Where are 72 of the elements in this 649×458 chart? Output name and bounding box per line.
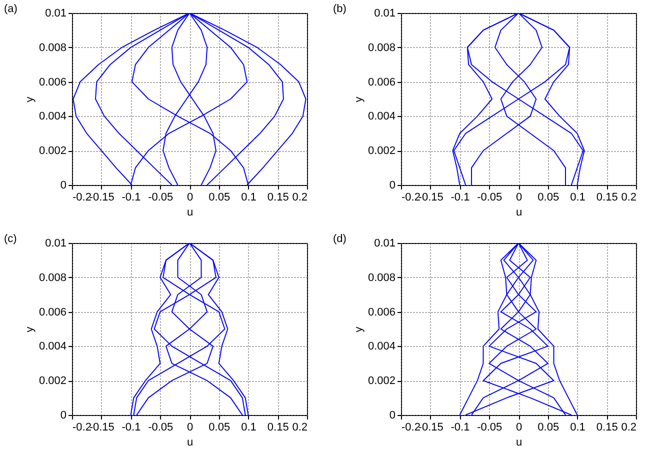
x-tick-label: -0.2: [72, 192, 92, 204]
chart-title: (d): [333, 233, 346, 245]
y-tick-label: 0.004: [368, 340, 396, 353]
x-axis-title: u: [186, 436, 194, 448]
y-tick-label: 0.006: [38, 306, 66, 318]
y-tick-label: 0.002: [38, 145, 66, 158]
x-tick-label: -0.15: [89, 422, 114, 434]
x-tick-label: 0: [186, 422, 194, 434]
x-tick-label: 0.05: [538, 192, 560, 204]
x-tick-label: -0.15: [418, 192, 444, 204]
x-tick-label: 0.15: [267, 192, 289, 204]
x-tick-label: 0: [516, 422, 522, 434]
x-tick-label: 0.1: [241, 192, 256, 204]
x-tick-label: 0.15: [596, 192, 618, 204]
x-tick-label: -0.2: [72, 422, 92, 434]
x-tick-label: -0.2: [402, 192, 420, 204]
y-tick-label: 0.008: [368, 272, 396, 284]
x-tick-label: 0: [186, 192, 194, 204]
chart-title: (c): [4, 233, 17, 245]
x-tick-label: -0.15: [89, 192, 114, 204]
y-axis-title: y: [352, 96, 365, 102]
x-axis-title: u: [516, 206, 522, 218]
x-tick-label: 0.1: [570, 192, 586, 204]
x-tick-label: -0.05: [148, 192, 174, 204]
x-tick-label: -0.2: [402, 422, 420, 434]
x-tick-label: 0.15: [267, 422, 289, 434]
y-tick-label: 0.01: [374, 238, 396, 250]
chart-title: (a): [4, 3, 18, 15]
y-tick-label: 0.01: [45, 238, 66, 250]
y-tick-label: 0.008: [38, 42, 66, 54]
x-tick-label: -0.05: [477, 192, 502, 204]
y-tick-label: 0.008: [368, 42, 396, 54]
x-tick-label: 0.2: [292, 192, 308, 204]
x-tick-label: 0.1: [241, 422, 256, 434]
y-tick-label: 0.01: [374, 8, 396, 20]
x-tick-label: -0.05: [477, 422, 502, 434]
x-tick-label: 0: [516, 192, 522, 204]
y-tick-label: 0: [60, 410, 66, 422]
x-tick-label: 0.1: [570, 422, 586, 434]
x-tick-label: -0.1: [450, 422, 470, 434]
x-tick-label: 0.05: [538, 422, 560, 434]
y-tick-label: 0: [389, 410, 396, 422]
y-tick-label: 0.002: [38, 375, 66, 388]
y-tick-label: 0.006: [38, 76, 66, 88]
x-tick-label: 0.2: [621, 192, 636, 204]
x-tick-label: 0.05: [208, 422, 230, 434]
x-tick-label: 0.2: [292, 422, 308, 434]
x-tick-label: -0.1: [122, 192, 141, 204]
y-axis-title: y: [24, 96, 36, 102]
y-tick-label: 0: [60, 180, 66, 192]
x-tick-label: -0.05: [148, 422, 174, 434]
y-tick-label: 0.004: [38, 110, 66, 123]
x-tick-label: 0.2: [621, 422, 636, 434]
y-axis-title: y: [24, 326, 36, 332]
x-axis-title: u: [186, 206, 194, 218]
y-tick-label: 0.002: [368, 145, 396, 158]
x-tick-label: 0.15: [596, 422, 618, 434]
x-axis-title: u: [516, 436, 522, 448]
chart-title: (b): [333, 3, 346, 15]
y-tick-label: 0.004: [368, 110, 396, 123]
y-tick-label: 0.006: [368, 76, 396, 88]
y-tick-label: 0.004: [38, 340, 66, 353]
x-tick-label: -0.1: [122, 422, 141, 434]
y-tick-label: 0.002: [368, 375, 396, 388]
x-tick-label: -0.1: [450, 192, 470, 204]
y-axis-title: y: [352, 326, 365, 332]
x-tick-label: 0.05: [208, 192, 230, 204]
y-tick-label: 0.008: [38, 272, 66, 284]
x-tick-label: -0.15: [418, 422, 444, 434]
y-tick-label: 0.006: [368, 306, 396, 318]
y-tick-label: 0.01: [45, 8, 66, 20]
y-tick-label: 0: [389, 180, 396, 192]
